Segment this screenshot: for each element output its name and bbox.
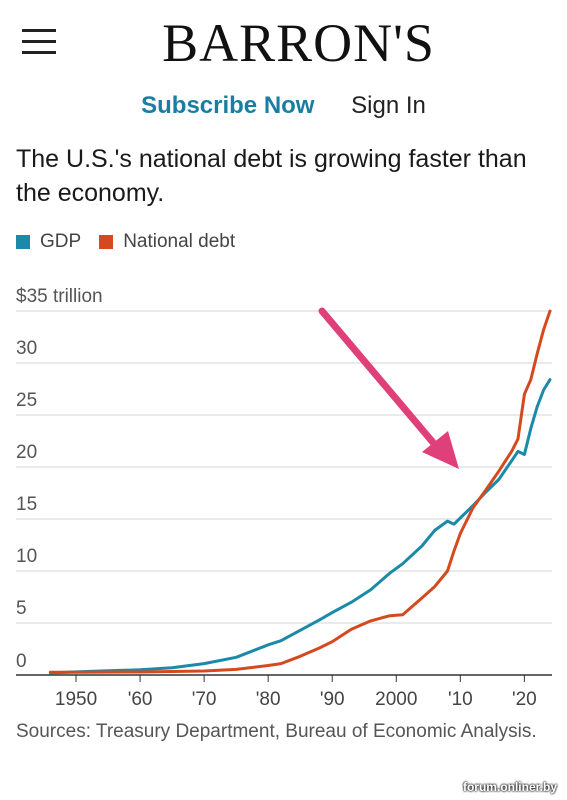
chart-legend: GDP National debt xyxy=(16,231,253,253)
legend-swatch-gdp xyxy=(16,235,30,249)
subscribe-link[interactable]: Subscribe Now xyxy=(141,92,315,119)
y-tick-label: 15 xyxy=(16,494,37,515)
x-tick-label: '60 xyxy=(128,689,153,710)
legend-swatch-debt xyxy=(99,235,114,249)
y-tick-label: 25 xyxy=(16,390,37,411)
x-tick-label: '90 xyxy=(320,689,345,710)
watermark: forum.onliner.by xyxy=(462,780,557,794)
national-debt-line xyxy=(48,309,552,674)
legend-label-gdp: GDP xyxy=(40,231,82,252)
gdp-line xyxy=(48,378,552,675)
annotation-arrow-head xyxy=(422,431,459,469)
menu-icon-bar xyxy=(22,51,56,54)
sources-note: Sources: Treasury Department, Bureau of … xyxy=(16,721,537,742)
legend-item-gdp: GDP xyxy=(16,231,81,253)
barrons-logo[interactable]: BARRON'S xyxy=(162,13,435,73)
annotation-arrow-shaft xyxy=(318,307,440,450)
x-tick-label: '70 xyxy=(192,689,217,710)
y-tick-label: $35 trillion xyxy=(16,286,103,307)
sign-in-link[interactable]: Sign In xyxy=(351,92,426,119)
y-tick-label: 5 xyxy=(16,598,27,619)
header-nav: Subscribe Now Sign In xyxy=(0,92,567,120)
menu-icon[interactable] xyxy=(22,27,56,55)
legend-item-debt: National debt xyxy=(99,231,235,253)
y-tick-label: 0 xyxy=(16,651,27,672)
x-tick-label: 1950 xyxy=(55,689,97,710)
x-tick-label: '10 xyxy=(448,689,473,710)
y-tick-label: 30 xyxy=(16,338,37,359)
legend-label-debt: National debt xyxy=(123,231,236,252)
x-tick-label: '80 xyxy=(256,689,281,710)
x-tick-label: 2000 xyxy=(375,689,417,710)
chart-title: The U.S.'s national debt is growing fast… xyxy=(16,145,527,207)
x-tick-label: '20 xyxy=(512,689,537,710)
y-tick-label: 10 xyxy=(16,546,37,567)
menu-icon-bar xyxy=(22,40,56,43)
y-tick-label: 20 xyxy=(16,442,37,463)
menu-icon-bar xyxy=(22,29,56,32)
